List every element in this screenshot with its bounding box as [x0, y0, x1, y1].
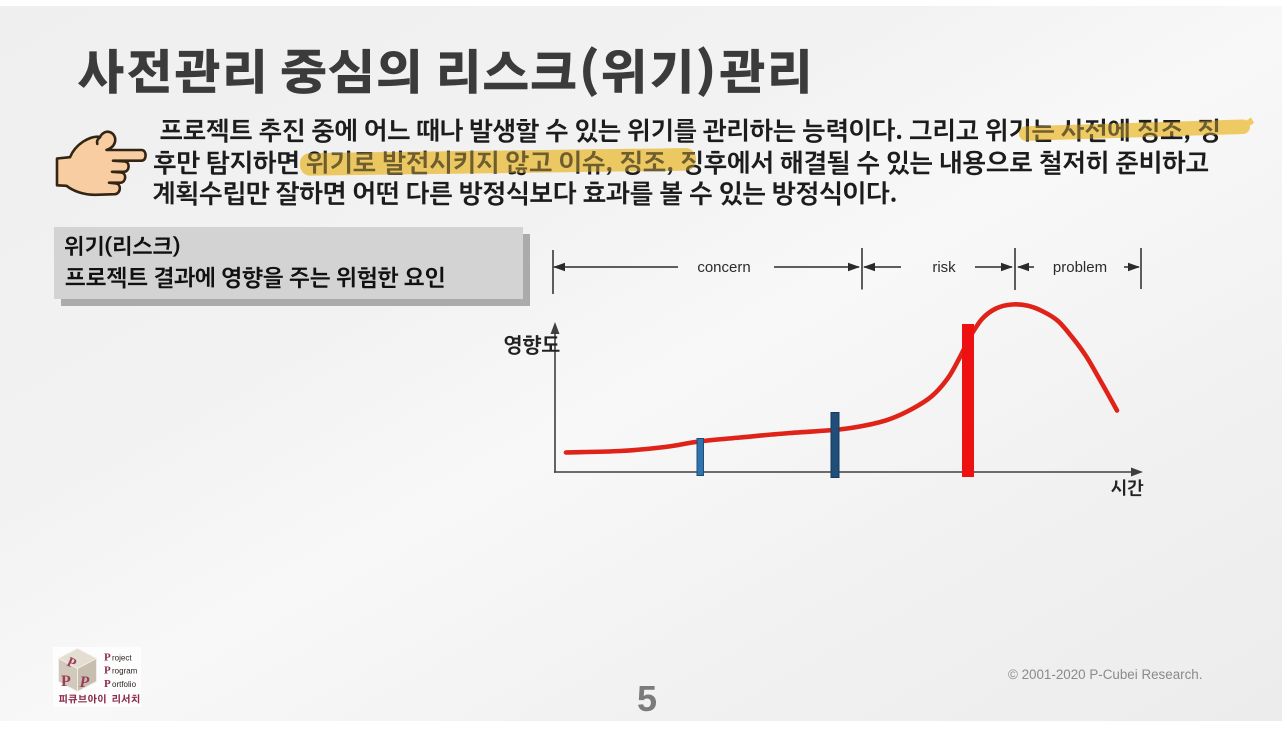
svg-text:P: P — [61, 673, 71, 690]
svg-text:problem: problem — [1053, 259, 1107, 276]
svg-text:5: 5 — [637, 678, 657, 719]
svg-text:© 2001-2020 P-Cubei Research.: © 2001-2020 P-Cubei Research. — [1008, 667, 1202, 682]
svg-text:ortfolio: ortfolio — [112, 680, 137, 689]
svg-text:concern: concern — [697, 259, 750, 276]
svg-text:P: P — [79, 674, 90, 691]
svg-text:risk: risk — [932, 259, 956, 276]
svg-text:rogram: rogram — [112, 667, 138, 676]
svg-text:P: P — [104, 678, 111, 690]
svg-text:roject: roject — [112, 654, 132, 663]
svg-text:P: P — [104, 665, 111, 677]
svg-text:P: P — [104, 652, 111, 664]
